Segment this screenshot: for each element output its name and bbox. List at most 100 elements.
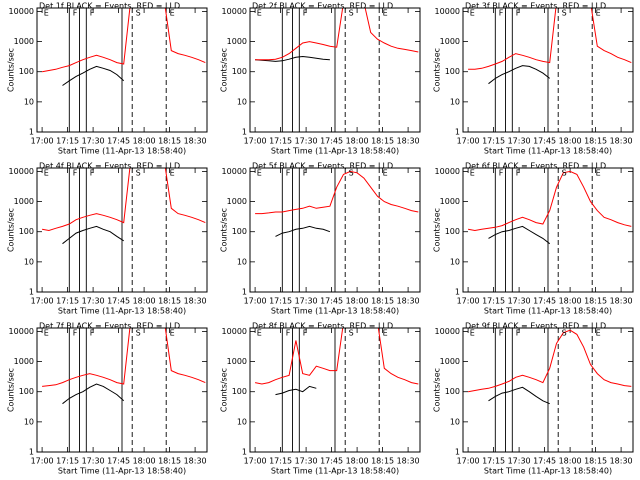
x-tick-label: 17:45 (533, 457, 556, 466)
series-line (62, 225, 124, 245)
x-tick-label: 17:30 (82, 137, 105, 146)
y-tick-label: 10000 (435, 7, 460, 16)
y-tick-label: 10 (450, 257, 460, 266)
y-axis-label: Counts/sec (220, 208, 229, 252)
y-tick-label: 10 (237, 417, 247, 426)
event-label: E (257, 9, 262, 18)
x-tick-label: 17:45 (320, 457, 343, 466)
chart-title: Det 7f BLACK = Events, RED = LLD (39, 322, 180, 331)
x-tick-label: 17:00 (31, 297, 54, 306)
event-label: F (303, 169, 308, 178)
chart-title: Det 2f BLACK = Events, RED = LLD (252, 2, 393, 11)
series-line (62, 383, 125, 405)
x-tick-label: 17:45 (107, 457, 130, 466)
event-label: F (286, 9, 291, 18)
x-tick-label: 18:30 (610, 457, 633, 466)
plot-frame (462, 167, 634, 293)
panel: 1 10 100 1000 10000 17:00 17:15 17:30 17:45 18:00… (7, 322, 208, 476)
x-tick-label: 18:00 (133, 457, 156, 466)
y-tick-label: 10000 (222, 167, 247, 176)
event-label: S (349, 9, 354, 18)
event-label: E (596, 9, 601, 18)
y-tick-label: 100 (19, 387, 34, 396)
y-tick-label: 1000 (440, 357, 460, 366)
y-axis-label: Counts/sec (220, 368, 229, 412)
plot-frame (36, 7, 208, 133)
y-tick-label: 1 (29, 448, 34, 457)
x-tick-label: 17:30 (295, 297, 318, 306)
x-tick-label: 17:00 (244, 297, 267, 306)
panel: 1 10 100 1000 10000 17:00 17:15 17:30 17:45 18:00… (433, 162, 634, 316)
x-tick-label: 18:15 (158, 137, 181, 146)
y-tick-label: 100 (232, 387, 247, 396)
x-tick-label: 18:30 (184, 457, 207, 466)
x-axis-label: Start Time (11-Apr-13 18:58:40) (484, 307, 612, 316)
x-tick-label: 18:15 (158, 457, 181, 466)
x-tick-label: 17:00 (457, 137, 480, 146)
event-label: F (73, 169, 78, 178)
event-label: E (596, 329, 601, 338)
y-tick-label: 10000 (435, 167, 460, 176)
series-line (275, 385, 317, 396)
event-label: E (383, 329, 388, 338)
y-tick-label: 1 (455, 288, 460, 297)
x-tick-label: 17:15 (482, 457, 505, 466)
y-tick-label: 10000 (222, 327, 247, 336)
event-label: E (470, 329, 475, 338)
y-tick-label: 100 (445, 67, 460, 76)
x-axis-label: Start Time (11-Apr-13 18:58:40) (271, 467, 399, 476)
y-axis-label: Counts/sec (7, 48, 16, 92)
event-label: F (73, 329, 78, 338)
chart-title: Det 1f BLACK = Events, RED = LLD (39, 2, 180, 11)
event-label: F (286, 329, 291, 338)
x-tick-label: 18:30 (184, 297, 207, 306)
chart-title: Det 4f BLACK = Events, RED = LLD (39, 162, 180, 171)
x-axis-label: Start Time (11-Apr-13 18:58:40) (58, 467, 186, 476)
y-tick-label: 10000 (435, 327, 460, 336)
panel: 1 10 100 1000 10000 17:00 17:15 17:30 17:45 18:00… (220, 2, 421, 156)
event-label: E (44, 329, 49, 338)
event-label: F (499, 169, 504, 178)
x-tick-label: 17:30 (295, 457, 318, 466)
y-tick-label: 10000 (9, 167, 34, 176)
x-tick-label: 18:15 (584, 297, 607, 306)
event-label: S (136, 329, 141, 338)
y-tick-label: 1000 (227, 357, 247, 366)
x-tick-label: 18:00 (559, 297, 582, 306)
event-label: F (90, 329, 95, 338)
x-axis-label: Start Time (11-Apr-13 18:58:40) (484, 467, 612, 476)
x-tick-label: 17:15 (269, 297, 292, 306)
plot-frame (249, 7, 421, 133)
x-axis-label: Start Time (11-Apr-13 18:58:40) (58, 147, 186, 156)
event-label: E (170, 169, 175, 178)
x-tick-label: 17:30 (82, 457, 105, 466)
x-tick-label: 18:15 (371, 297, 394, 306)
y-tick-label: 1 (242, 448, 247, 457)
series-line (488, 65, 551, 85)
event-label: F (90, 9, 95, 18)
x-tick-label: 17:15 (56, 137, 79, 146)
x-tick-label: 18:15 (371, 137, 394, 146)
panel: 1 10 100 1000 10000 17:00 17:15 17:30 17:45 18:00… (220, 162, 421, 316)
event-label: F (516, 329, 521, 338)
x-tick-label: 18:15 (584, 457, 607, 466)
x-axis-label: Start Time (11-Apr-13 18:58:40) (271, 147, 399, 156)
x-tick-label: 17:45 (107, 137, 130, 146)
x-tick-label: 17:00 (457, 297, 480, 306)
x-tick-label: 17:45 (533, 297, 556, 306)
x-tick-label: 17:00 (31, 137, 54, 146)
event-label: S (349, 169, 354, 178)
x-tick-label: 17:45 (107, 297, 130, 306)
x-tick-label: 17:45 (320, 297, 343, 306)
x-tick-label: 17:30 (508, 457, 531, 466)
event-label: F (516, 9, 521, 18)
y-tick-label: 1 (455, 128, 460, 137)
x-tick-label: 18:00 (559, 457, 582, 466)
x-tick-label: 18:15 (584, 137, 607, 146)
x-tick-label: 17:30 (508, 137, 531, 146)
chart-title: Det 5f BLACK = Events, RED = LLD (252, 162, 393, 171)
y-axis-label: Counts/sec (7, 368, 16, 412)
event-label: F (90, 169, 95, 178)
chart-title: Det 3f BLACK = Events, RED = LLD (465, 2, 606, 11)
